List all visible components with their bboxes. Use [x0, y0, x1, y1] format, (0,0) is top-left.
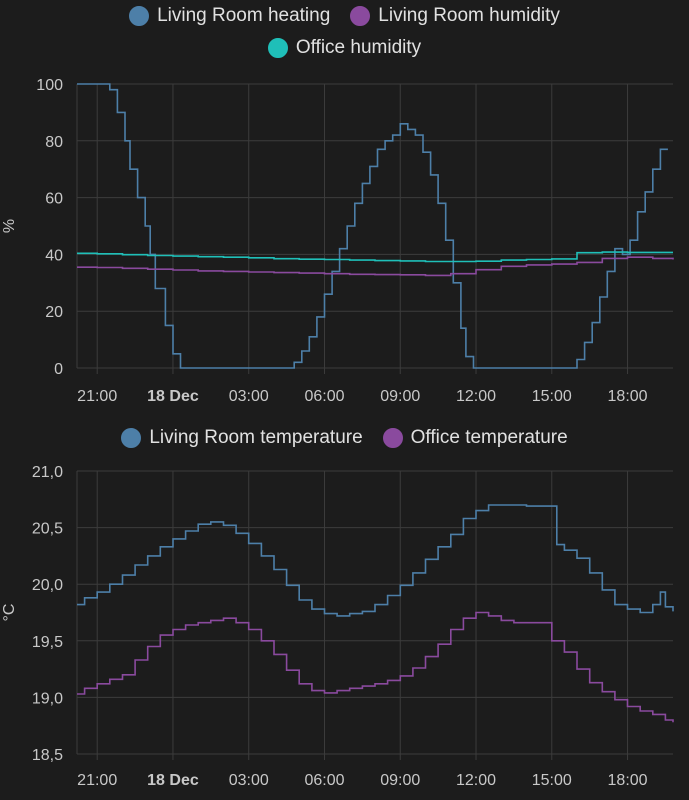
temperature-chart: 18,5 19,0 19,5 20,0 20,5 21,0 21:00 18 Dec 03:00… [1, 464, 674, 789]
series-line-office-humidity[interactable] [77, 251, 673, 263]
series-line-living-room-heating[interactable] [77, 83, 668, 369]
legend-swatch-office-humidity [267, 38, 288, 58]
y-tick-label: 0 [54, 361, 63, 378]
y-tick-label: 40 [45, 247, 63, 264]
x-tick-label: 12:00 [456, 388, 496, 405]
y-tick-label: 18,5 [32, 747, 63, 764]
y-tick-label: 100 [36, 77, 63, 94]
y-tick-label: 20 [45, 304, 63, 321]
x-tick-label: 18 Dec [147, 388, 199, 405]
x-tick-label: 03:00 [229, 388, 269, 405]
y-tick-label: 19,5 [32, 634, 63, 651]
legend-item-living-room-heating[interactable]: Living Room heating [129, 0, 330, 32]
x-tick-label: 03:00 [229, 772, 269, 789]
legend-item-office-temperature[interactable]: Office temperature [382, 422, 568, 454]
x-tick-label: 09:00 [380, 388, 420, 405]
x-tick-label: 06:00 [304, 772, 344, 789]
legend-label-living-room-temperature: Living Room temperature [149, 427, 363, 448]
x-tick-label: 18:00 [608, 772, 648, 789]
legend-swatch-living-room-temperature [121, 428, 142, 448]
x-tick-label: 21:00 [77, 388, 117, 405]
x-tick-label: 18:00 [608, 388, 648, 405]
y-tick-label: 60 [45, 191, 63, 208]
temperature-chart-panel: Living Room temperature Office temperatur… [0, 418, 689, 800]
legend-swatch-office-temperature [382, 428, 403, 448]
legend-label-living-room-humidity: Living Room humidity [378, 5, 560, 26]
y-tick-label: 20,5 [32, 521, 63, 538]
y-axis-label: % [1, 219, 18, 233]
y-tick-label: 80 [45, 134, 63, 151]
y-tick-label: 21,0 [32, 464, 63, 481]
y-axis-label: °C [1, 604, 18, 622]
series-line-office-temperature[interactable] [77, 611, 674, 723]
x-tick-label: 06:00 [304, 388, 344, 405]
legend-item-living-room-temperature[interactable]: Living Room temperature [121, 422, 363, 454]
x-tick-label: 15:00 [532, 388, 572, 405]
humidity-chart-panel: Living Room heating Living Room humidity O… [0, 0, 689, 405]
x-tick-label: 12:00 [456, 772, 496, 789]
x-tick-label: 09:00 [380, 772, 420, 789]
series-line-living-room-humidity[interactable] [77, 256, 674, 277]
legend-swatch-living-room-heating [129, 6, 150, 26]
legend-item-living-room-humidity[interactable]: Living Room humidity [350, 0, 560, 32]
y-tick-label: 19,0 [32, 690, 63, 707]
series-line-living-room-temperature[interactable] [77, 504, 674, 617]
x-tick-label: 21:00 [77, 772, 117, 789]
humidity-legend: Living Room heating Living Room humidity O… [0, 0, 689, 64]
y-tick-label: 20,0 [32, 577, 63, 594]
legend-label-living-room-heating: Living Room heating [157, 5, 331, 26]
legend-label-office-humidity: Office humidity [295, 37, 422, 58]
humidity-chart: 0 20 40 60 80 100 21:00 18 Dec 03:00 06:00 09:00 12… [1, 77, 674, 405]
x-tick-label: 15:00 [532, 772, 572, 789]
temperature-legend: Living Room temperature Office temperatur… [0, 422, 689, 454]
legend-label-office-temperature: Office temperature [410, 427, 568, 448]
legend-item-office-humidity[interactable]: Office humidity [267, 32, 422, 64]
legend-swatch-living-room-humidity [350, 6, 371, 26]
x-tick-label: 18 Dec [147, 772, 199, 789]
